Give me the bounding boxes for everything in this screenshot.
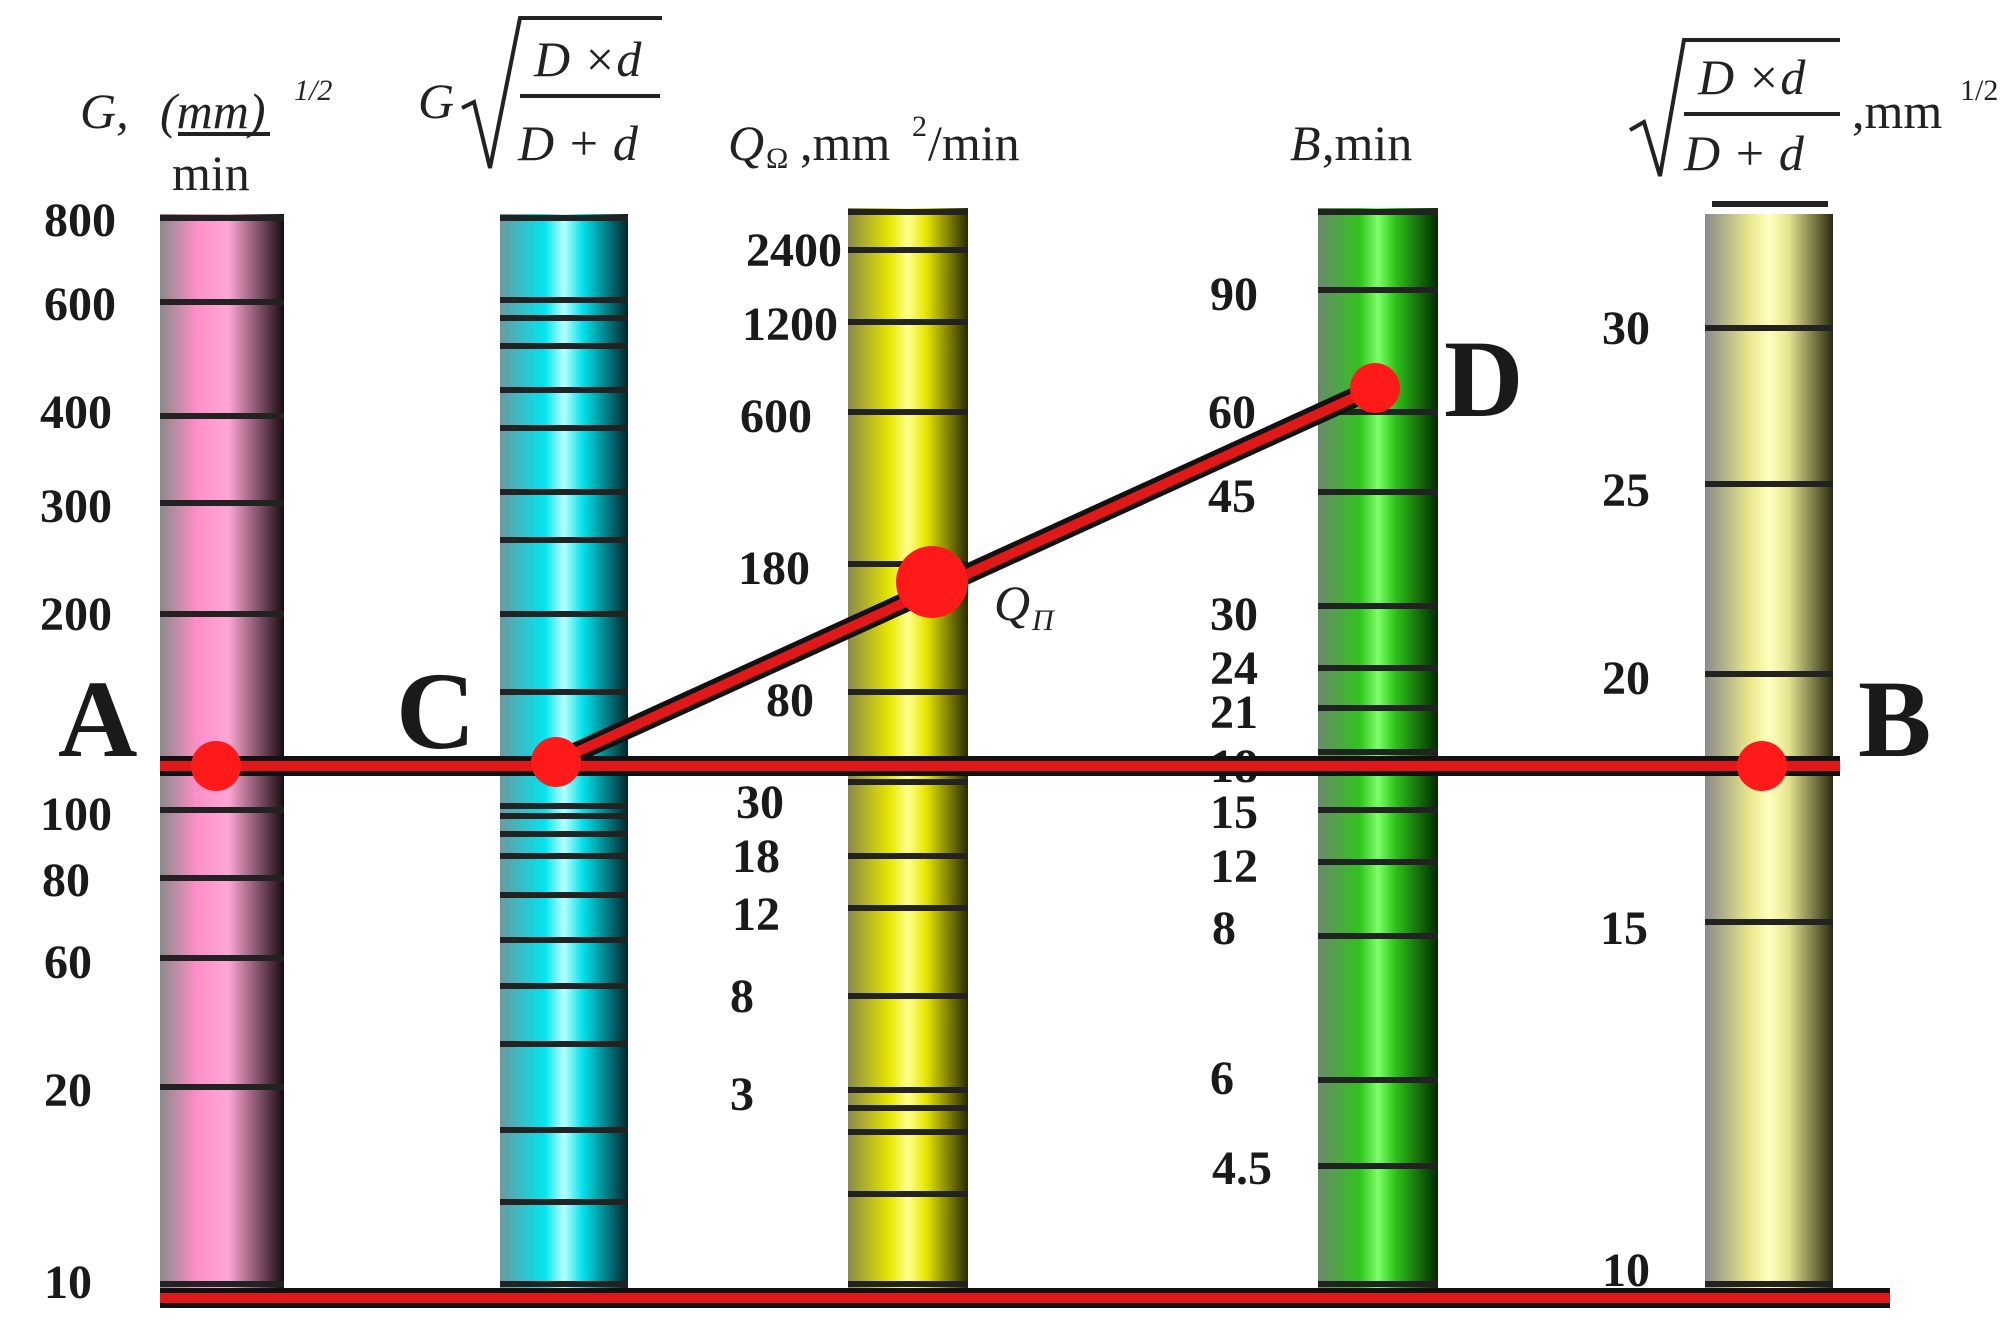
header-sqrt-exp: 1/2 (1960, 74, 1998, 107)
ticks-g (160, 215, 284, 1287)
b-label: 4.5 (1212, 1142, 1272, 1195)
label-c: C (396, 650, 475, 772)
q-label: 3 (730, 1068, 754, 1121)
label-d: D (1444, 318, 1523, 440)
sqrt-label: 30 (1602, 302, 1650, 355)
b-label: 45 (1208, 470, 1256, 523)
point-a (191, 741, 241, 791)
labels-sqrt: 30 25 20 15 10 (1600, 302, 1650, 1297)
header-sqrt-num: D ×d (1697, 49, 1806, 105)
b-label: 21 (1210, 686, 1258, 739)
g-label: 10 (44, 1256, 92, 1309)
label-qp-symbol: Q (994, 575, 1030, 631)
point-c (531, 737, 581, 787)
label-a: A (58, 658, 137, 780)
b-label: 6 (1210, 1052, 1234, 1105)
g-label: 20 (44, 1064, 92, 1117)
q-label: 180 (738, 542, 810, 595)
sqrt-label: 15 (1600, 902, 1648, 955)
point-d (1350, 363, 1400, 413)
label-b: B (1858, 658, 1931, 780)
header-g-symbol: G, (80, 83, 129, 139)
b-label: 8 (1212, 902, 1236, 955)
header-b-symbol: B (1290, 115, 1321, 171)
ticks-g-sqrt (500, 215, 628, 1287)
header-q-unit2: /min (928, 115, 1020, 171)
header-q: Q Ω ,mm 2 /min (728, 110, 1020, 175)
header-g-unit: (mm) (160, 83, 266, 139)
header-g-sqrt: G D ×d D + d (418, 16, 662, 171)
g-label: 300 (40, 480, 112, 533)
header-gsqrt-den: D + d (517, 115, 639, 171)
header-sqrt-unit: ,mm (1852, 83, 1942, 139)
header-q-symbol: Q (728, 115, 764, 171)
header-b-unit: ,min (1322, 115, 1412, 171)
label-qp-sub: П (1031, 604, 1056, 637)
g-label: 600 (44, 278, 116, 331)
q-label: 600 (740, 390, 812, 443)
g-label: 80 (42, 854, 90, 907)
header-gsqrt-num: D ×d (533, 31, 642, 87)
point-b (1737, 741, 1787, 791)
ticks-sqrt (1705, 201, 1833, 1287)
header-g: G, (mm) 1/2 min (80, 74, 332, 201)
g-label: 100 (40, 788, 112, 841)
b-label: 12 (1210, 840, 1258, 893)
labels-q: 2400 1200 600 180 80 30 18 12 8 3 (730, 224, 842, 1121)
header-b: B ,min (1290, 115, 1412, 171)
q-label: 8 (730, 970, 754, 1023)
header-sqrt-den: D + d (1683, 125, 1805, 181)
header-g-exp: 1/2 (294, 74, 332, 107)
header-q-exp: 2 (912, 110, 927, 143)
g-label: 800 (44, 194, 116, 247)
header-g-den: min (172, 145, 250, 201)
labels-g: 800 600 400 300 200 100 80 60 20 10 (40, 194, 116, 1309)
header-q-sub: Ω (766, 142, 788, 175)
q-label: 12 (732, 888, 780, 941)
b-label: 15 (1210, 786, 1258, 839)
b-label: 30 (1210, 588, 1258, 641)
sqrt-label: 25 (1602, 464, 1650, 517)
b-label: 60 (1208, 386, 1256, 439)
header-sqrt: D ×d D + d ,mm 1/2 (1629, 38, 1998, 181)
column-q (848, 208, 968, 1290)
point-qp (896, 546, 968, 618)
g-label: 200 (40, 588, 112, 641)
q-label: 18 (732, 830, 780, 883)
b-label: 90 (1210, 268, 1258, 321)
q-label: 2400 (746, 224, 842, 277)
labels-b: 90 60 45 30 24 21 18 15 12 8 6 4.5 (1208, 268, 1272, 1195)
q-label: 30 (736, 776, 784, 829)
q-label: 80 (766, 674, 814, 727)
q-label: 1200 (742, 298, 838, 351)
sqrt-label: 20 (1602, 652, 1650, 705)
g-label: 60 (44, 936, 92, 989)
header-q-unit: ,mm (800, 115, 890, 171)
header-gsqrt-g: G (418, 73, 454, 129)
g-label: 400 (40, 386, 112, 439)
b-label: 24 (1210, 642, 1258, 695)
label-qp: Q П (994, 575, 1056, 637)
